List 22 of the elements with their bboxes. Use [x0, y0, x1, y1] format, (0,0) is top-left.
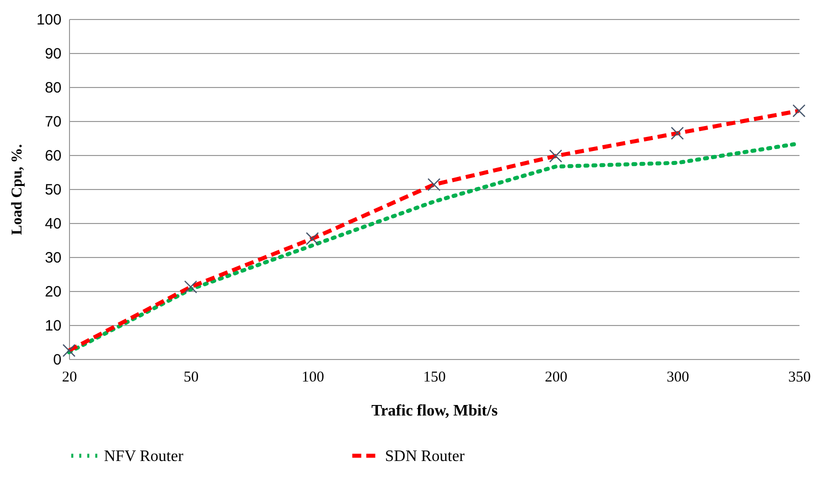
y-tick-label: 30	[44, 250, 62, 266]
y-tick-label: 70	[44, 114, 62, 130]
x-tick-label: 100	[302, 370, 324, 386]
x-tick-label: 50	[184, 370, 199, 386]
y-tick-label: 80	[44, 80, 62, 96]
legend-label: SDN Router	[385, 448, 466, 465]
y-axis-title: Load Cpu, %.	[9, 144, 26, 235]
x-tick-label: 300	[666, 370, 690, 386]
y-tick-label: 40	[44, 216, 62, 232]
y-tick-label: 100	[36, 12, 62, 28]
y-tick-label: 50	[44, 182, 62, 198]
x-axis-title: Trafic flow, Mbit/s	[371, 402, 498, 420]
x-tick-label: 20	[62, 370, 77, 386]
legend-label: NFV Router	[104, 448, 184, 465]
y-tick-label: 20	[44, 284, 62, 300]
x-tick-label: 350	[788, 370, 811, 386]
y-tick-label: 0	[53, 352, 62, 368]
y-tick-label: 10	[44, 318, 62, 334]
y-tick-label: 90	[44, 46, 62, 62]
y-tick-label: 60	[44, 148, 62, 164]
x-tick-label: 200	[544, 370, 568, 386]
x-tick-label: 150	[423, 370, 446, 386]
